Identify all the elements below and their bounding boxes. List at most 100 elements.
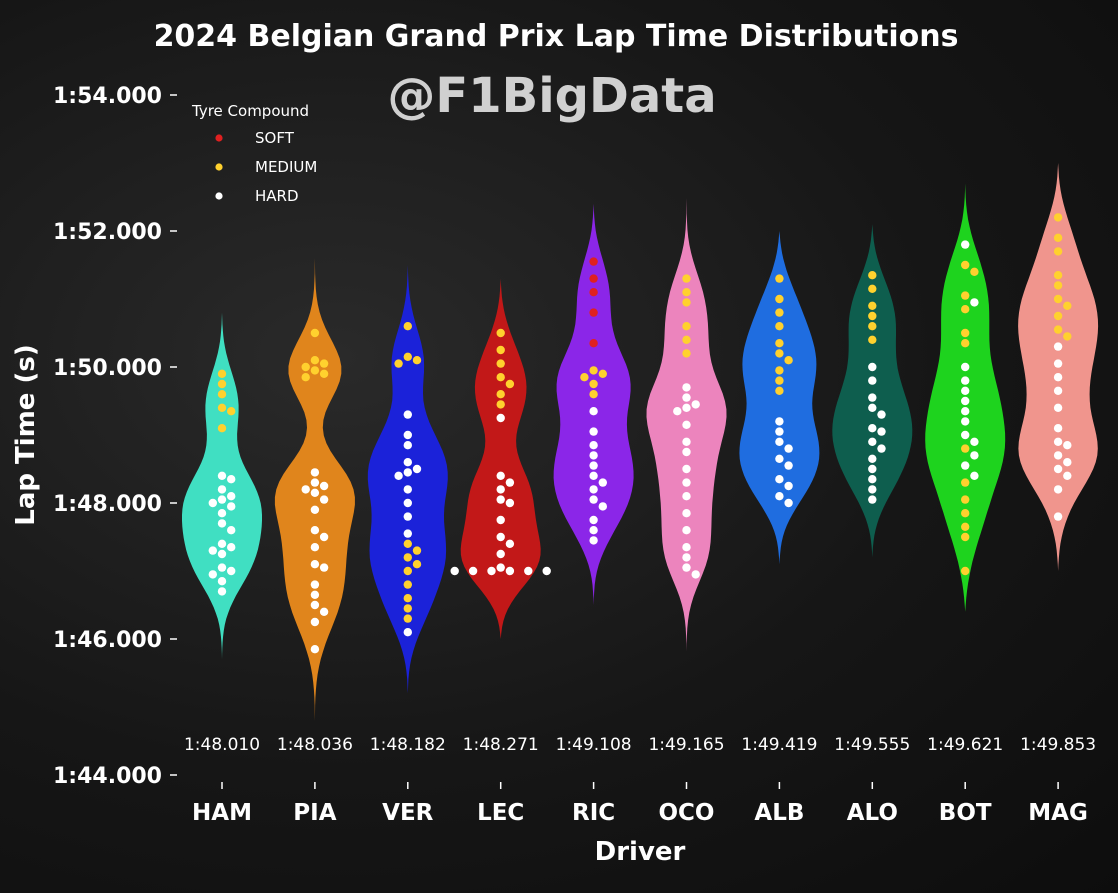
legend-label: HARD bbox=[255, 187, 299, 205]
median-label: 1:49.621 bbox=[927, 735, 1003, 755]
violin-lec bbox=[460, 278, 541, 639]
lap-point-ver bbox=[403, 498, 412, 508]
lap-point-alb bbox=[775, 427, 784, 436]
lap-point-ham bbox=[227, 526, 236, 535]
x-tick-label: VER bbox=[382, 800, 434, 826]
lap-point-ver bbox=[403, 594, 412, 603]
lap-point-ham bbox=[217, 369, 227, 378]
lap-point-mag bbox=[1063, 471, 1072, 480]
lap-point-mag bbox=[1053, 359, 1063, 368]
lap-point-mag bbox=[1053, 386, 1063, 395]
lap-point-bot bbox=[961, 430, 970, 440]
lap-point-pia bbox=[310, 580, 320, 589]
lap-point-lec bbox=[496, 345, 505, 355]
lap-point-lec bbox=[505, 498, 515, 508]
lap-point-ham bbox=[217, 587, 227, 596]
y-tick-label: 1:48.000 bbox=[53, 492, 162, 517]
lap-point-lec bbox=[487, 566, 496, 576]
lap-point-lec bbox=[496, 549, 505, 559]
lap-point-mag bbox=[1053, 512, 1063, 521]
lap-point-ric bbox=[589, 441, 598, 450]
lap-point-pia bbox=[319, 532, 329, 542]
violins-layer bbox=[182, 163, 1099, 721]
lap-point-pia bbox=[301, 362, 310, 372]
lap-point-alo bbox=[868, 495, 877, 504]
lap-point-pia bbox=[319, 607, 329, 616]
lap-point-lec bbox=[496, 373, 505, 382]
lap-point-mag bbox=[1053, 403, 1063, 412]
lap-point-ver bbox=[403, 352, 412, 361]
x-tick-label: ALO bbox=[847, 800, 898, 826]
y-tick-label: 1:50.000 bbox=[53, 356, 162, 381]
lap-point-ver bbox=[403, 539, 412, 548]
lap-point-ric bbox=[589, 427, 598, 436]
lap-point-oco bbox=[682, 274, 691, 283]
lap-point-alo bbox=[868, 284, 877, 293]
lap-point-ric bbox=[589, 308, 598, 317]
lap-point-bot bbox=[961, 444, 970, 453]
lap-point-alb bbox=[775, 322, 784, 331]
lap-point-lec bbox=[496, 563, 505, 572]
lap-point-pia bbox=[310, 617, 320, 627]
lap-point-ham bbox=[217, 549, 227, 559]
lap-point-ver bbox=[412, 560, 422, 569]
lap-point-ric bbox=[589, 495, 598, 504]
lap-point-mag bbox=[1053, 437, 1063, 446]
lap-point-bot bbox=[970, 471, 979, 480]
lap-point-ric bbox=[589, 526, 598, 535]
lap-point-alb bbox=[784, 498, 793, 508]
chart-title: 2024 Belgian Grand Prix Lap Time Distrib… bbox=[154, 19, 959, 54]
lap-point-pia bbox=[301, 373, 310, 382]
lap-point-pia bbox=[310, 356, 320, 365]
x-tick-label: ALB bbox=[754, 800, 804, 826]
legend: Tyre Compound SOFT MEDIUM HARD bbox=[191, 102, 317, 205]
lap-point-bot bbox=[970, 267, 979, 276]
lap-point-pia bbox=[310, 505, 320, 514]
lap-point-ric bbox=[589, 485, 598, 494]
lap-point-alo bbox=[868, 301, 877, 310]
lap-point-oco bbox=[682, 403, 691, 412]
lap-point-bot bbox=[961, 509, 970, 518]
violin-ric bbox=[553, 203, 634, 606]
lap-point-ham bbox=[227, 502, 236, 511]
lap-point-alo bbox=[877, 410, 886, 419]
lap-point-lec bbox=[496, 328, 505, 338]
lap-point-ver bbox=[403, 458, 412, 467]
lap-point-ric bbox=[589, 274, 598, 283]
lap-point-ham bbox=[208, 546, 217, 555]
lap-point-pia bbox=[310, 328, 320, 338]
lap-point-bot bbox=[961, 478, 970, 487]
lap-point-mag bbox=[1053, 424, 1063, 433]
x-tick-label: LEC bbox=[477, 800, 524, 826]
lap-point-ham bbox=[217, 539, 227, 548]
lap-point-alo bbox=[868, 376, 877, 385]
lap-point-bot bbox=[961, 461, 970, 470]
lap-point-bot bbox=[970, 437, 979, 446]
lap-point-alb bbox=[784, 461, 793, 470]
lap-point-oco bbox=[682, 492, 691, 501]
lap-point-ric bbox=[598, 478, 607, 487]
lap-point-mag bbox=[1053, 464, 1063, 474]
violin-alb bbox=[739, 231, 820, 565]
lap-point-mag bbox=[1053, 451, 1063, 460]
x-tick-label: HAM bbox=[192, 800, 252, 826]
x-tick-label: BOT bbox=[939, 800, 992, 826]
median-label: 1:49.853 bbox=[1020, 735, 1096, 755]
lap-point-oco bbox=[682, 383, 691, 392]
lap-point-alb bbox=[775, 294, 784, 304]
lap-point-ric bbox=[598, 502, 607, 511]
lap-point-alb bbox=[775, 274, 784, 283]
lap-point-ric bbox=[589, 390, 598, 399]
lap-point-ham bbox=[217, 424, 227, 433]
lap-point-ric bbox=[589, 257, 598, 266]
lap-point-oco bbox=[682, 437, 691, 446]
lap-point-pia bbox=[301, 485, 310, 494]
lap-point-alo bbox=[868, 437, 877, 446]
lap-point-pia bbox=[310, 543, 320, 552]
lap-point-lec bbox=[496, 400, 505, 409]
lap-point-mag bbox=[1053, 325, 1063, 334]
lap-point-alb bbox=[784, 481, 793, 491]
lap-point-oco bbox=[682, 464, 691, 474]
lap-point-bot bbox=[961, 417, 970, 426]
lap-point-oco bbox=[691, 570, 700, 579]
